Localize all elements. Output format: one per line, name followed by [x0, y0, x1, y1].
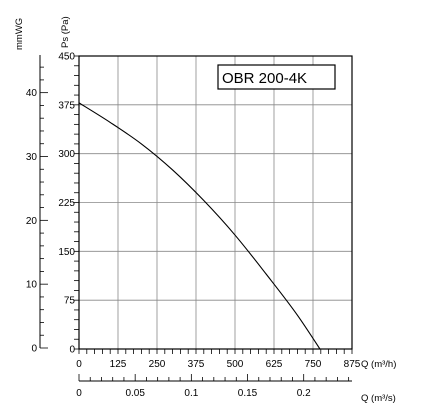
x-tick-label: 375 — [188, 359, 205, 370]
x2-tick-label: 0 — [76, 388, 82, 399]
x2-tick-label: 0.2 — [297, 388, 311, 399]
y-tick-label: 75 — [64, 296, 76, 307]
y-axis-title: Ps (Pa) — [60, 16, 71, 48]
x-tick-label: 0 — [76, 359, 82, 370]
x-tick-label: 625 — [266, 359, 283, 370]
y2-tick-label: 10 — [26, 280, 38, 291]
title-box: OBR 200-4K — [217, 64, 336, 90]
secondary-x-axis: 0 0.05 0.1 0.15 0.2 — [76, 374, 352, 399]
y2-axis-title: mmWG — [14, 18, 25, 50]
plot-frame — [74, 55, 353, 354]
x2-tick-label: 0.1 — [184, 388, 198, 399]
x-tick-label: 750 — [305, 359, 322, 370]
grid-lines — [78, 55, 353, 350]
x-tick-label: 500 — [227, 359, 244, 370]
y-tick-label: 225 — [58, 198, 75, 209]
curve-group — [79, 102, 321, 349]
title-box-frame — [217, 64, 336, 90]
x2-tick-label: 0.15 — [238, 388, 258, 399]
y-tick-label: 300 — [58, 149, 75, 160]
x2-axis-title: Q (m³/s) — [361, 393, 396, 404]
x-tick-label: 125 — [110, 359, 127, 370]
y-tick-label: 375 — [58, 100, 75, 111]
x-axis-title: Q (m³/h) — [361, 359, 396, 370]
tick-labels: 0 75 150 225 300 375 450 0 125 250 375 500 625 750 875 — [58, 52, 360, 371]
chart-title: OBR 200-4K — [222, 70, 307, 87]
y-tick-label: 450 — [58, 52, 75, 63]
x-tick-label: 875 — [344, 359, 361, 370]
y-tick-label: 0 — [69, 345, 75, 356]
y2-tick-label: 40 — [26, 88, 38, 99]
fan-curve-line — [79, 102, 321, 349]
y-tick-label: 150 — [58, 247, 75, 258]
secondary-y-axis: 0 10 20 30 40 — [26, 55, 48, 355]
x2-tick-label: 0.05 — [125, 388, 145, 399]
y2-tick-label: 20 — [26, 216, 38, 227]
x-tick-label: 250 — [149, 359, 166, 370]
y2-tick-label: 0 — [31, 344, 37, 355]
y2-tick-label: 30 — [26, 152, 38, 163]
